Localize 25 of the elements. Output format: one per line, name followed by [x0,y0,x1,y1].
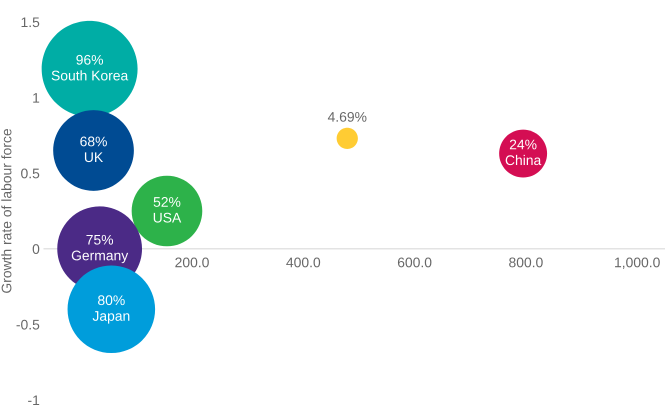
series-label: Germany [72,250,128,264]
annotation: 80% [98,295,125,306]
x-tick-label: 800.0 [509,258,543,268]
x-tick-label: 1,000.0 [615,258,660,269]
annotation: 52% [154,197,180,207]
series-label: China [506,154,542,166]
annotation: 96% [76,54,104,65]
annotation: 68% [80,136,107,146]
series-label: USA [154,212,182,223]
annotation: 4.69% [328,112,366,122]
x-tick-label: 200.0 [175,258,209,268]
annotation: 24% [510,140,537,150]
y-tick-label: 1 [33,93,40,103]
y-tick-label: 0 [32,244,40,254]
y-tick-label: -0.5 [16,320,40,330]
series-label: Japan [92,311,130,324]
x-tick-label: 400.0 [286,258,320,268]
annotation: 75% [86,234,114,245]
series-label: UK [84,152,104,162]
y-tick-label: 0.5 [21,168,40,178]
y-tick-label: 1.5 [22,17,40,28]
series-label: South Korea [52,70,128,80]
y-tick-label: -1 [28,395,40,406]
y-axis-title: Growth rate of labour force [1,129,12,293]
x-tick-label: 600.0 [398,258,432,268]
